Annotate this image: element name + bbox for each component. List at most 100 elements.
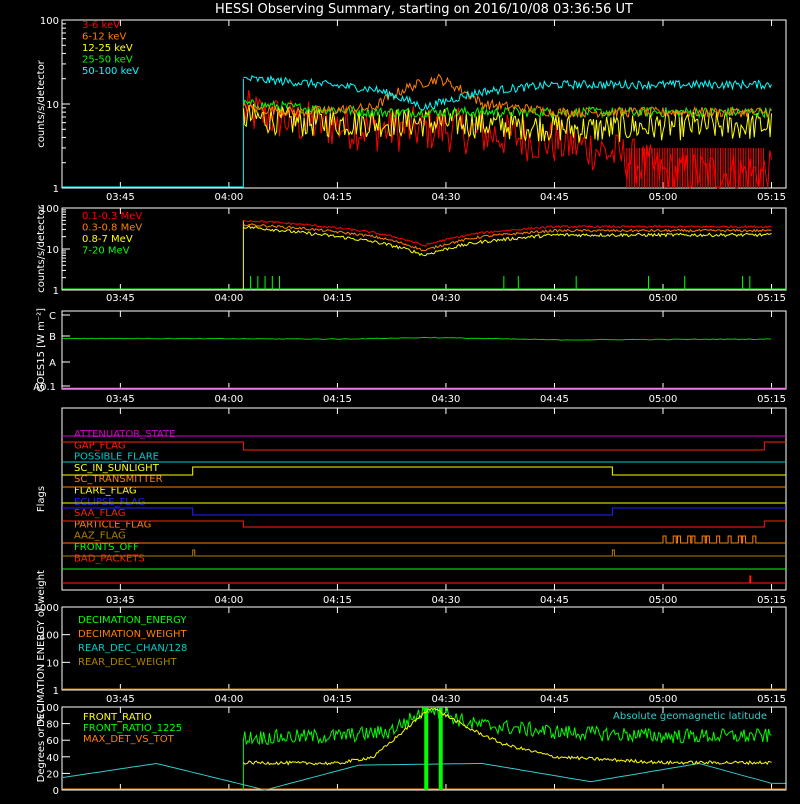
y-tick-label: A: [49, 358, 56, 369]
legend-entry: ECLIPSE_FLAG: [74, 497, 145, 508]
x-tick-label: 05:15: [757, 394, 786, 405]
legend-entry: MAX_DET_VS_TOT: [83, 734, 175, 745]
series-line: [243, 74, 772, 111]
y-tick-label: 80: [46, 720, 59, 731]
y-tick-label: 100: [40, 703, 59, 714]
x-tick-label: 04:00: [214, 595, 243, 606]
y-tick-label: B: [49, 332, 56, 343]
series-line: [242, 223, 772, 252]
legend-entry: FRONT_RATIO: [83, 712, 152, 723]
x-tick-label: 04:15: [323, 694, 352, 705]
x-tick-label: 04:30: [432, 192, 461, 203]
x-tick-label: 04:00: [214, 694, 243, 705]
x-tick-label: 03:45: [106, 192, 135, 203]
legend-entry: SC_TRANSMITTER: [74, 474, 163, 485]
legend-entry: 12-25 keV: [82, 43, 133, 54]
legend-entry: 7-20 MeV: [82, 246, 130, 257]
y-tick-label: 10: [46, 245, 59, 256]
x-tick-label: 05:15: [757, 293, 786, 304]
x-tick-label: 04:15: [323, 192, 352, 203]
flag-line: [62, 520, 786, 528]
y-axis-label: Flags: [36, 486, 47, 512]
x-tick-label: 04:30: [432, 394, 461, 405]
flag-line: [62, 535, 786, 544]
x-tick-label: 05:15: [757, 595, 786, 606]
y-tick-label: A0.1: [33, 382, 56, 393]
x-tick-label: 04:15: [323, 595, 352, 606]
legend-entry: SC_IN_SUNLIGHT: [74, 463, 160, 474]
x-tick-label: 04:00: [214, 394, 243, 405]
legend-entry: 50-100 keV: [82, 66, 139, 77]
y-tick-label: 40: [46, 753, 59, 764]
legend-entry: REAR_DEC_CHAN/128: [78, 643, 187, 654]
panel-frame: [61, 606, 787, 691]
x-tick-label: 05:00: [649, 595, 678, 606]
x-tick-label: 04:30: [432, 595, 461, 606]
x-tick-label: 04:30: [432, 694, 461, 705]
flag-line: [62, 575, 786, 584]
series-line: [61, 336, 772, 341]
legend-entry: REAR_DEC_WEIGHT: [78, 657, 177, 668]
panel-frame: [61, 407, 787, 591]
x-tick-label: 04:15: [323, 394, 352, 405]
flag-line: [62, 507, 786, 516]
series-bar: [424, 707, 429, 790]
flag-line: [62, 549, 786, 557]
legend-entry: DECIMATION_WEIGHT: [78, 629, 187, 640]
legend-entry: 0.3-0.8 MeV: [82, 223, 142, 234]
legend-entry: PARTICLE_FLAG: [74, 519, 151, 530]
x-tick-label: 04:45: [540, 293, 569, 304]
legend-entry: 0.1-0.3 MeV: [82, 211, 142, 222]
x-tick-label: 03:45: [106, 293, 135, 304]
y-tick-label: 100: [40, 631, 59, 642]
series-line: [243, 219, 772, 247]
series-line: [61, 762, 786, 791]
y-tick-label: 100: [40, 16, 59, 27]
panel-frame: [61, 706, 787, 791]
y-tick-label: 0: [53, 786, 59, 797]
y-axis-label: counts/s/detector: [36, 204, 47, 292]
legend-entry: DECIMATION_ENERGY: [78, 615, 187, 626]
legend-entry: 6-12 keV: [82, 32, 126, 43]
legend-entry: 3-6 keV: [82, 20, 120, 31]
y-tick-label: C: [49, 311, 56, 322]
x-tick-label: 04:45: [540, 192, 569, 203]
x-tick-label: 05:00: [649, 394, 678, 405]
legend-entry: FRONTS_OFF: [74, 542, 139, 553]
series-line: [242, 90, 772, 189]
x-tick-label: 03:45: [106, 394, 135, 405]
legend-entry: 25-50 keV: [82, 55, 133, 66]
x-tick-label: 05:15: [757, 694, 786, 705]
y-tick-label: 10: [46, 100, 59, 111]
legend-entry: FLARE_FLAG: [74, 486, 137, 497]
series-line: [242, 104, 772, 143]
y-axis-label: GOES15 [W m⁻²]: [36, 308, 47, 392]
x-tick-label: 03:45: [106, 694, 135, 705]
x-tick-label: 04:45: [540, 394, 569, 405]
x-tick-label: 04:15: [323, 293, 352, 304]
x-tick-label: 05:15: [757, 192, 786, 203]
flag-line: [62, 466, 786, 476]
legend-entry: 0.8-7 MeV: [82, 234, 133, 245]
y-tick-label: 1000: [34, 603, 59, 614]
x-tick-label: 05:00: [649, 694, 678, 705]
legend-entry: SAA_FLAG: [74, 508, 125, 519]
x-tick-label: 05:00: [649, 192, 678, 203]
legend-entry: BAD_PACKETS: [74, 553, 145, 564]
panel-frame: [61, 310, 787, 390]
x-tick-label: 03:45: [106, 595, 135, 606]
y-tick-label: 100: [40, 204, 59, 215]
series-line: [243, 707, 772, 766]
series-line: [243, 73, 772, 119]
x-tick-label: 04:00: [214, 293, 243, 304]
y-tick-label: 1: [53, 686, 59, 697]
annotation: Absolute geomagnetic latitude: [613, 711, 767, 722]
series-line: [242, 705, 772, 746]
chart-title: HESSI Observing Summary, starting on 201…: [215, 2, 633, 17]
legend-entry: AAZ_FLAG: [74, 531, 126, 542]
y-tick-label: 1: [53, 184, 59, 195]
x-tick-label: 04:45: [540, 595, 569, 606]
legend-entry: GAP_FLAG: [74, 440, 126, 451]
